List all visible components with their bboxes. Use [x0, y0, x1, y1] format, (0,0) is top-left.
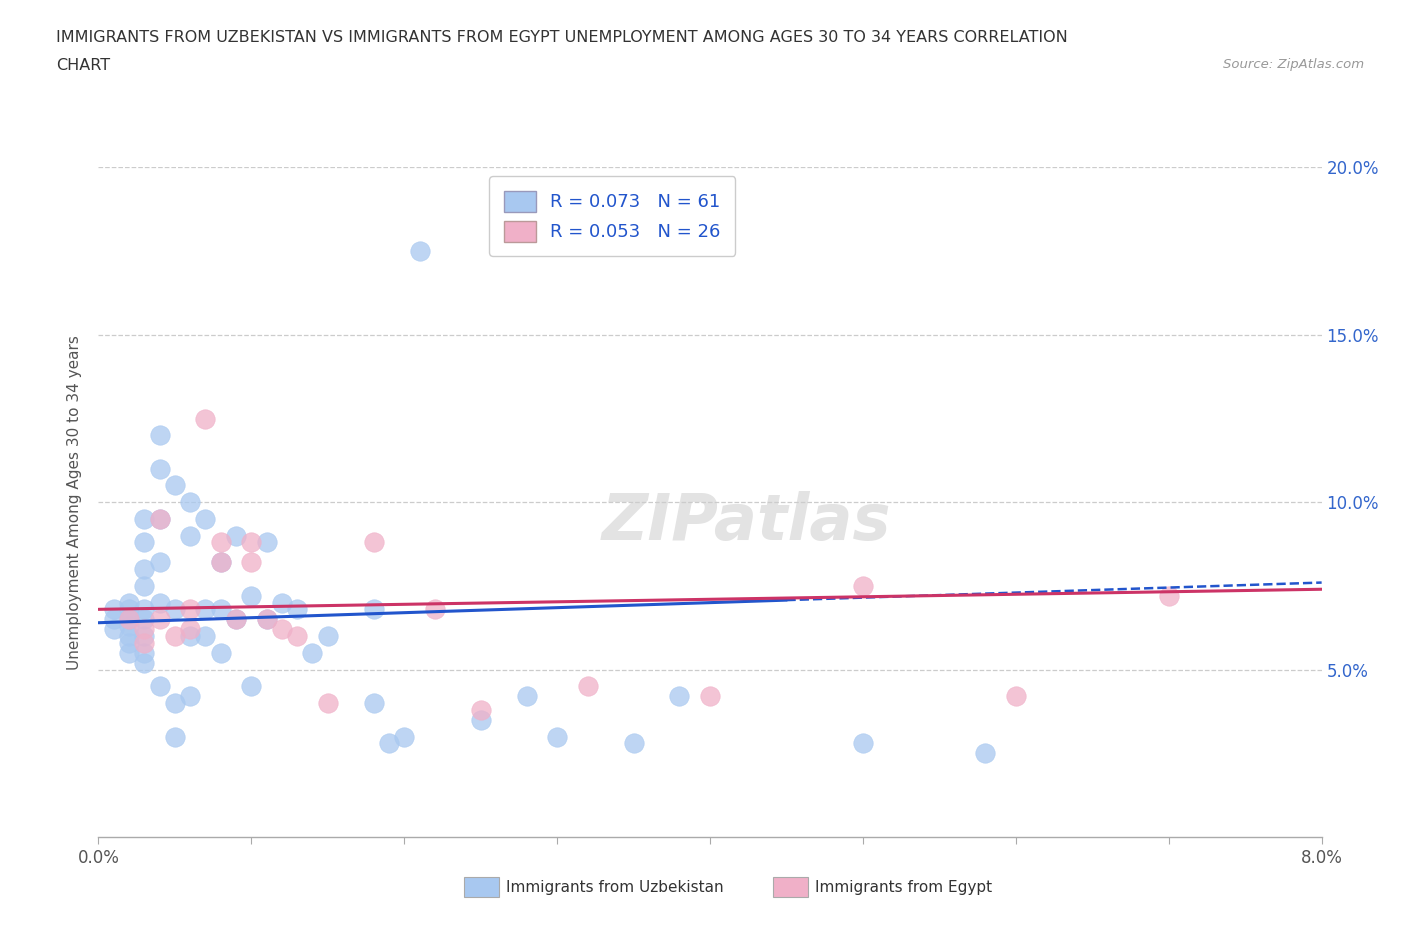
Text: IMMIGRANTS FROM UZBEKISTAN VS IMMIGRANTS FROM EGYPT UNEMPLOYMENT AMONG AGES 30 T: IMMIGRANTS FROM UZBEKISTAN VS IMMIGRANTS… — [56, 30, 1069, 45]
Text: CHART: CHART — [56, 58, 110, 73]
Text: Immigrants from Egypt: Immigrants from Egypt — [815, 880, 993, 895]
Text: Source: ZipAtlas.com: Source: ZipAtlas.com — [1223, 58, 1364, 71]
Text: Immigrants from Uzbekistan: Immigrants from Uzbekistan — [506, 880, 724, 895]
Legend: R = 0.073   N = 61, R = 0.053   N = 26: R = 0.073 N = 61, R = 0.053 N = 26 — [489, 177, 735, 256]
Text: ZIPatlas: ZIPatlas — [602, 491, 891, 553]
Y-axis label: Unemployment Among Ages 30 to 34 years: Unemployment Among Ages 30 to 34 years — [67, 335, 83, 670]
